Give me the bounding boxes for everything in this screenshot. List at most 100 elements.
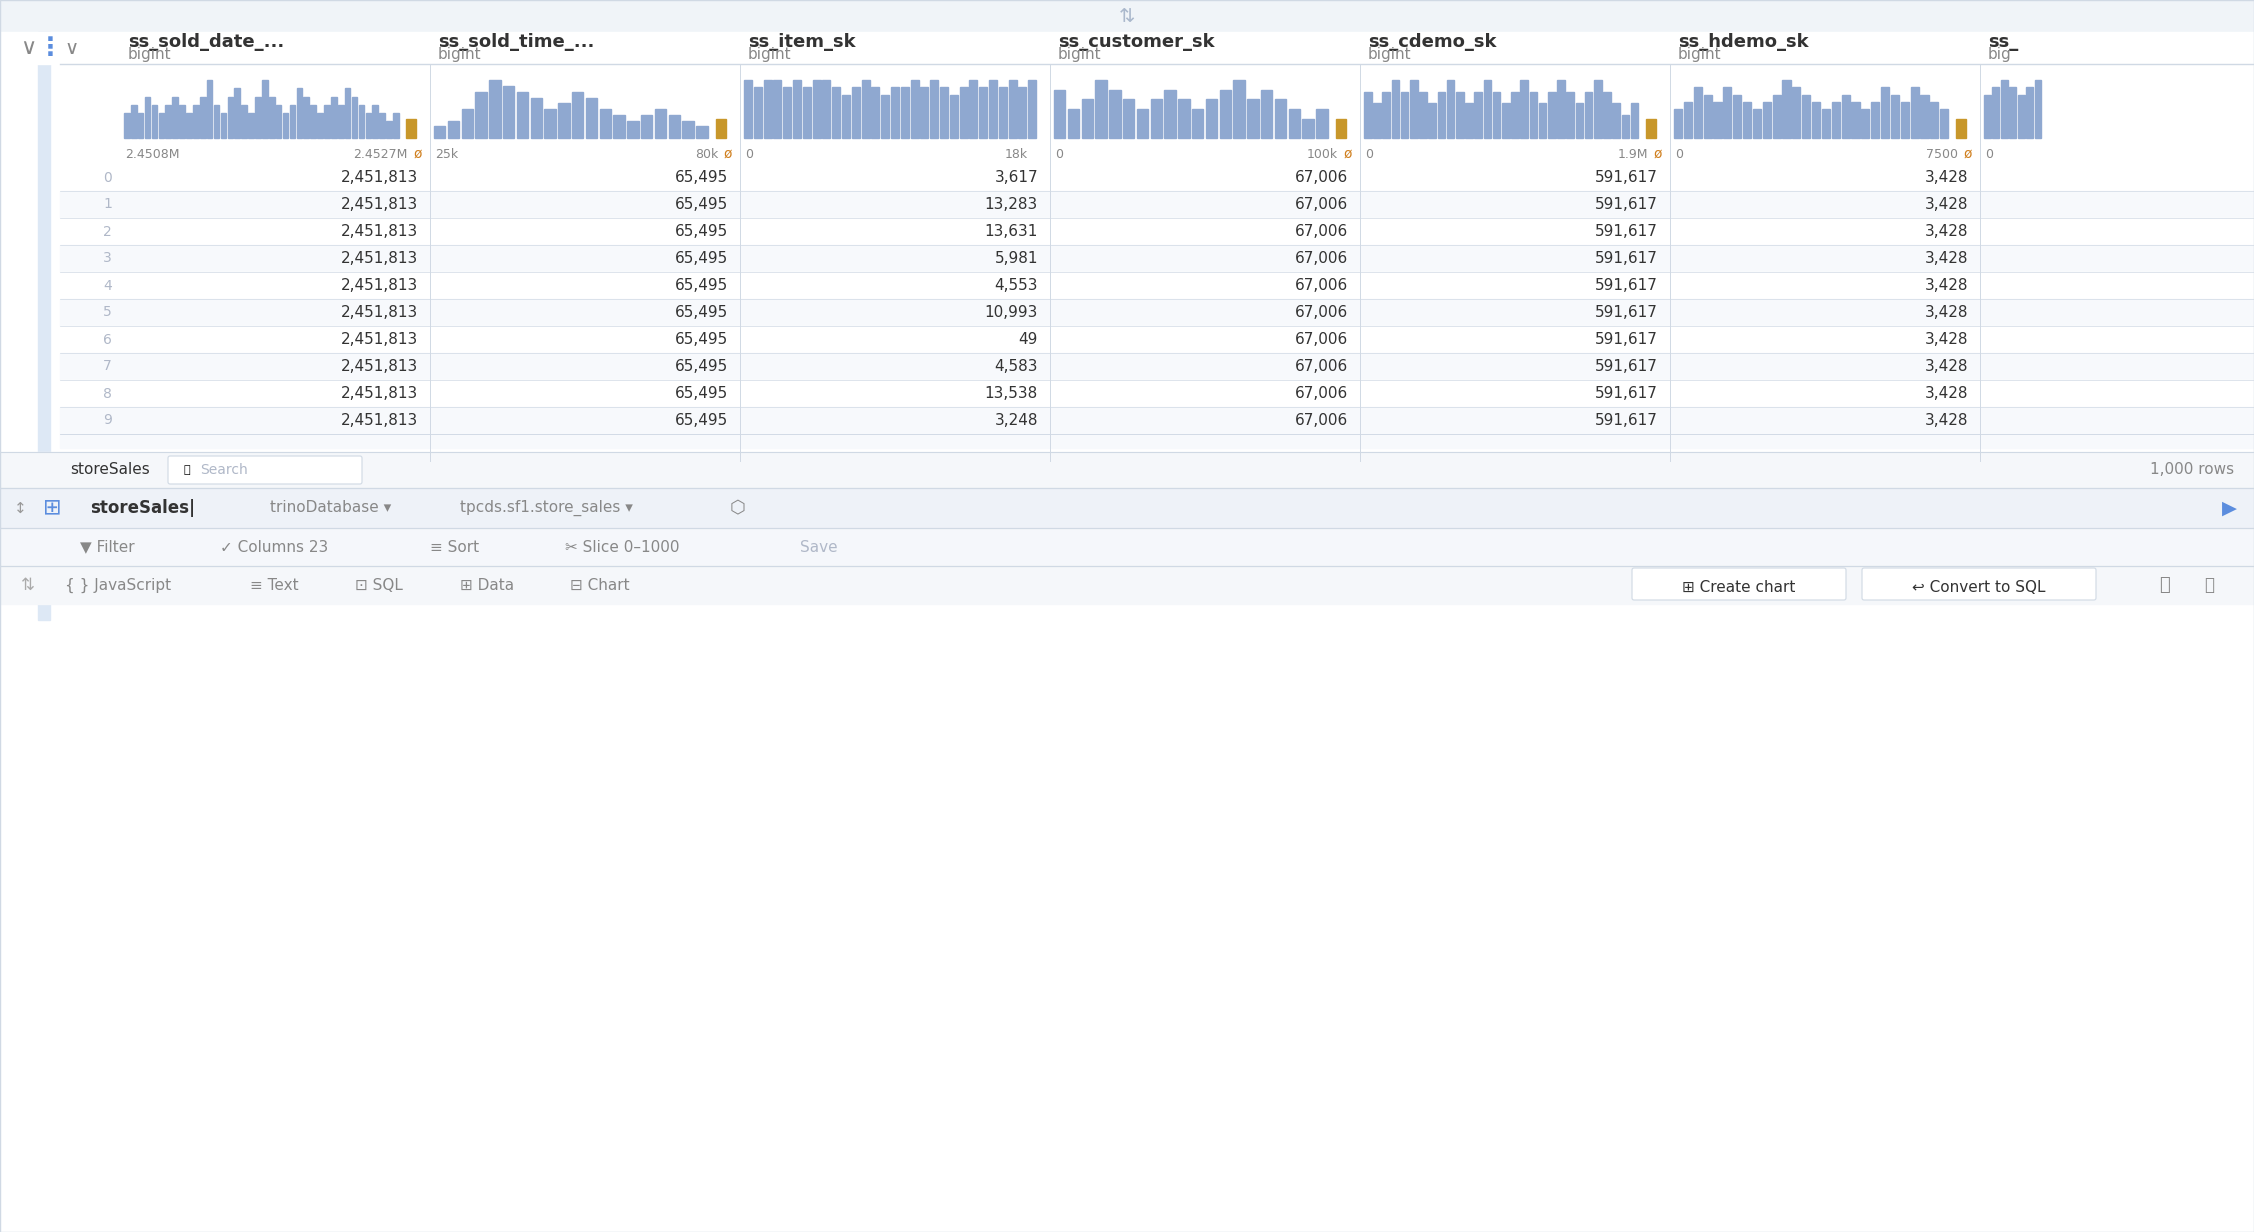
Text: 67,006: 67,006: [1294, 224, 1348, 239]
Bar: [1704, 95, 1711, 138]
Text: bigint: bigint: [1368, 47, 1411, 62]
Bar: [1082, 100, 1093, 138]
Bar: [221, 113, 225, 138]
Text: 65,495: 65,495: [674, 386, 728, 400]
Text: Search: Search: [201, 463, 248, 477]
Bar: [365, 113, 372, 138]
Text: ss_sold_time_...: ss_sold_time_...: [437, 33, 595, 51]
Bar: [228, 97, 232, 138]
Bar: [61, 299, 2254, 326]
Bar: [1382, 91, 1391, 138]
Bar: [1929, 102, 1938, 138]
Text: 591,617: 591,617: [1596, 170, 1659, 185]
Text: ø: ø: [1654, 147, 1661, 161]
Bar: [1603, 91, 1612, 138]
Text: 9: 9: [104, 414, 113, 428]
Text: 591,617: 591,617: [1596, 306, 1659, 320]
Bar: [872, 87, 879, 138]
Bar: [352, 97, 358, 138]
Text: ∨: ∨: [65, 38, 79, 58]
Bar: [131, 105, 137, 138]
Bar: [214, 105, 219, 138]
Text: 2,451,813: 2,451,813: [340, 224, 417, 239]
Bar: [902, 87, 908, 138]
Text: ✂ Slice 0–1000: ✂ Slice 0–1000: [566, 540, 678, 554]
Bar: [1984, 95, 1990, 138]
Text: 65,495: 65,495: [674, 331, 728, 347]
Text: 0: 0: [1675, 148, 1684, 160]
Text: 0: 0: [746, 148, 753, 160]
Bar: [0, 0, 2254, 32]
Bar: [1821, 110, 1830, 138]
Bar: [2026, 87, 2033, 138]
Text: ⬡: ⬡: [730, 499, 746, 517]
Text: ⊞: ⊞: [43, 498, 61, 517]
Bar: [1095, 80, 1107, 138]
Bar: [489, 80, 500, 138]
Bar: [311, 105, 316, 138]
Text: 65,495: 65,495: [674, 251, 728, 266]
Text: ss_: ss_: [1988, 33, 2017, 51]
Text: 6: 6: [104, 333, 113, 346]
Bar: [61, 164, 2254, 191]
Text: bigint: bigint: [748, 47, 791, 62]
Bar: [1772, 95, 1781, 138]
Text: 0: 0: [104, 170, 113, 185]
Bar: [1632, 103, 1639, 138]
Text: 13,283: 13,283: [985, 197, 1039, 212]
Bar: [2002, 80, 2008, 138]
Text: 7500: 7500: [1925, 148, 1959, 160]
Text: 13,631: 13,631: [985, 224, 1039, 239]
Bar: [1219, 90, 1231, 138]
Text: 591,617: 591,617: [1596, 359, 1659, 375]
Bar: [61, 245, 2254, 272]
Bar: [1833, 102, 1839, 138]
Bar: [0, 32, 2254, 64]
Text: bigint: bigint: [128, 47, 171, 62]
Text: 3,428: 3,428: [1925, 251, 1968, 266]
Text: 3,428: 3,428: [1925, 413, 1968, 428]
Bar: [1260, 90, 1271, 138]
Bar: [0, 565, 2254, 604]
Text: 2.4508M: 2.4508M: [124, 148, 180, 160]
Bar: [304, 97, 309, 138]
Text: ø: ø: [1963, 147, 1972, 161]
Bar: [248, 113, 255, 138]
Text: 4,583: 4,583: [994, 359, 1039, 375]
Text: ↩ Convert to SQL: ↩ Convert to SQL: [1911, 579, 2047, 595]
Text: 65,495: 65,495: [674, 278, 728, 293]
Bar: [1373, 103, 1382, 138]
Text: 591,617: 591,617: [1596, 278, 1659, 293]
Text: 591,617: 591,617: [1596, 413, 1659, 428]
Text: ↕: ↕: [14, 500, 27, 515]
Bar: [683, 121, 694, 138]
Text: 67,006: 67,006: [1294, 251, 1348, 266]
Text: 3,428: 3,428: [1925, 386, 1968, 400]
Text: ⊡ SQL: ⊡ SQL: [354, 578, 403, 593]
Bar: [318, 113, 322, 138]
Bar: [1956, 120, 1965, 138]
Text: bigint: bigint: [1057, 47, 1102, 62]
Bar: [406, 120, 417, 138]
Text: 3,428: 3,428: [1925, 197, 1968, 212]
Text: 67,006: 67,006: [1294, 170, 1348, 185]
Text: 67,006: 67,006: [1294, 386, 1348, 400]
Bar: [1420, 91, 1427, 138]
Text: ⊟ Chart: ⊟ Chart: [570, 578, 629, 593]
Bar: [1900, 102, 1909, 138]
Text: 591,617: 591,617: [1596, 331, 1659, 347]
Text: 65,495: 65,495: [674, 413, 728, 428]
Bar: [1136, 110, 1147, 138]
Bar: [640, 115, 651, 138]
Bar: [802, 87, 811, 138]
Text: 13,538: 13,538: [985, 386, 1039, 400]
Text: 2,451,813: 2,451,813: [340, 251, 417, 266]
Bar: [1993, 87, 1999, 138]
Bar: [1246, 100, 1258, 138]
Text: 65,495: 65,495: [674, 306, 728, 320]
Bar: [1585, 91, 1591, 138]
Text: ss_hdemo_sk: ss_hdemo_sk: [1677, 33, 1808, 51]
Bar: [1316, 110, 1328, 138]
Text: 67,006: 67,006: [1294, 306, 1348, 320]
Bar: [1576, 103, 1582, 138]
